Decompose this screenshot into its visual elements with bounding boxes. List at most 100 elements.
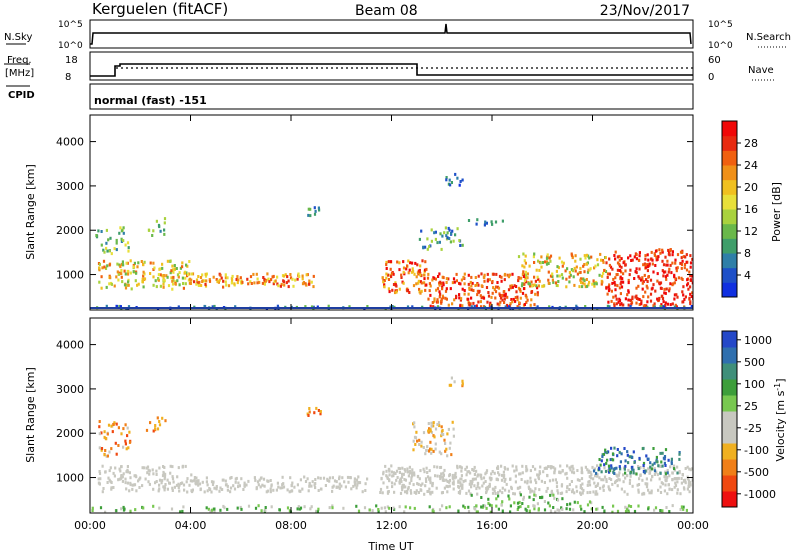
echo-cell bbox=[467, 282, 470, 286]
echo-cell bbox=[601, 259, 605, 262]
echo-cell bbox=[492, 272, 495, 276]
echo-cell bbox=[105, 285, 108, 289]
echo-cell bbox=[120, 229, 123, 233]
echo-cell bbox=[523, 282, 526, 286]
echo-cell bbox=[458, 465, 462, 469]
echo-cell bbox=[457, 485, 460, 489]
echo-cell bbox=[429, 479, 432, 483]
echo-cell bbox=[171, 268, 175, 272]
echo-cell bbox=[616, 284, 619, 288]
echo-cell bbox=[123, 283, 127, 287]
echo-cell bbox=[470, 305, 473, 309]
echo-cell bbox=[199, 276, 203, 279]
echo-cell bbox=[434, 230, 437, 234]
echo-cell bbox=[509, 286, 512, 290]
echo-cell bbox=[560, 484, 563, 488]
echo-cell bbox=[642, 464, 645, 467]
echo-cell bbox=[609, 469, 612, 473]
echo-cell bbox=[291, 277, 294, 281]
echo-cell bbox=[126, 270, 129, 274]
echo-cell bbox=[624, 269, 627, 273]
echo-cell bbox=[422, 467, 425, 471]
echo-cell bbox=[157, 489, 160, 493]
echo-cell bbox=[266, 272, 269, 276]
echo-cell bbox=[560, 491, 564, 495]
echo-cell bbox=[432, 421, 435, 425]
echo-cell bbox=[517, 255, 521, 259]
echo-cell bbox=[98, 280, 101, 284]
echo-cell bbox=[609, 265, 613, 269]
echo-cell bbox=[322, 476, 326, 480]
echo-cell bbox=[122, 427, 125, 431]
echo-cell bbox=[402, 266, 406, 270]
echo-cell bbox=[429, 284, 432, 288]
echo-cell bbox=[104, 470, 107, 474]
echo-cell bbox=[448, 383, 451, 387]
echo-cell bbox=[618, 286, 621, 290]
echo-cell bbox=[439, 280, 442, 284]
echo-cell bbox=[629, 474, 632, 478]
echo-cell bbox=[458, 183, 461, 187]
echo-cell bbox=[271, 275, 274, 279]
echo-cell bbox=[246, 277, 249, 281]
echo-cell bbox=[151, 468, 154, 472]
echo-cell bbox=[394, 281, 397, 285]
echo-cell bbox=[98, 268, 101, 272]
echo-cell bbox=[599, 486, 602, 490]
echo-cell bbox=[586, 468, 589, 472]
echo-cell bbox=[511, 285, 514, 289]
echo-cell bbox=[480, 284, 483, 288]
echo-cell bbox=[612, 295, 615, 299]
echo-cell bbox=[267, 277, 270, 281]
echo-cell bbox=[100, 230, 103, 233]
echo-cell bbox=[317, 489, 320, 492]
echo-cell bbox=[194, 481, 197, 485]
echo-cell bbox=[579, 257, 582, 261]
echo-cell bbox=[134, 279, 137, 283]
echo-cell bbox=[352, 484, 355, 488]
echo-cell bbox=[364, 482, 367, 486]
echo-cell bbox=[394, 291, 397, 295]
echo-cell bbox=[126, 470, 130, 474]
x-tick-label: 08:00 bbox=[275, 519, 307, 532]
echo-cell bbox=[467, 297, 470, 301]
echo-cell bbox=[276, 275, 279, 279]
echo-cell bbox=[585, 278, 588, 281]
echo-cell bbox=[110, 481, 113, 484]
echo-cell bbox=[129, 476, 132, 480]
echo-cell bbox=[476, 492, 479, 496]
echo-cell bbox=[263, 277, 266, 281]
echo-cell bbox=[126, 283, 129, 287]
colorbar-tick-label: 500 bbox=[744, 356, 765, 369]
echo-cell bbox=[614, 479, 617, 483]
echo-cell bbox=[313, 411, 316, 415]
echo-cell bbox=[657, 298, 660, 302]
echo-cell bbox=[128, 489, 131, 493]
echo-cell bbox=[588, 280, 591, 284]
echo-cell bbox=[622, 272, 625, 276]
echo-cell bbox=[169, 259, 172, 263]
echo-cell bbox=[618, 254, 621, 258]
echo-cell bbox=[331, 504, 334, 508]
echo-cell bbox=[676, 295, 679, 299]
echo-cell bbox=[115, 241, 118, 245]
echo-cell bbox=[556, 489, 559, 493]
echo-cell bbox=[482, 504, 485, 508]
echo-cell bbox=[429, 440, 432, 444]
echo-cell bbox=[619, 467, 622, 471]
echo-cell bbox=[410, 270, 413, 274]
echo-cell bbox=[230, 281, 233, 285]
echo-cell bbox=[184, 464, 187, 468]
echo-cell bbox=[593, 282, 596, 286]
echo-cell bbox=[431, 490, 434, 494]
echo-cell bbox=[205, 480, 208, 484]
echo-cell bbox=[276, 304, 279, 308]
echo-cell bbox=[357, 509, 361, 513]
echo-cell bbox=[308, 484, 311, 488]
echo-cell bbox=[552, 493, 555, 497]
echo-cell bbox=[661, 248, 664, 252]
echo-cell bbox=[644, 290, 647, 294]
echo-cell bbox=[604, 448, 607, 452]
echo-cell bbox=[531, 284, 534, 288]
x-tick-label: 04:00 bbox=[175, 519, 207, 532]
